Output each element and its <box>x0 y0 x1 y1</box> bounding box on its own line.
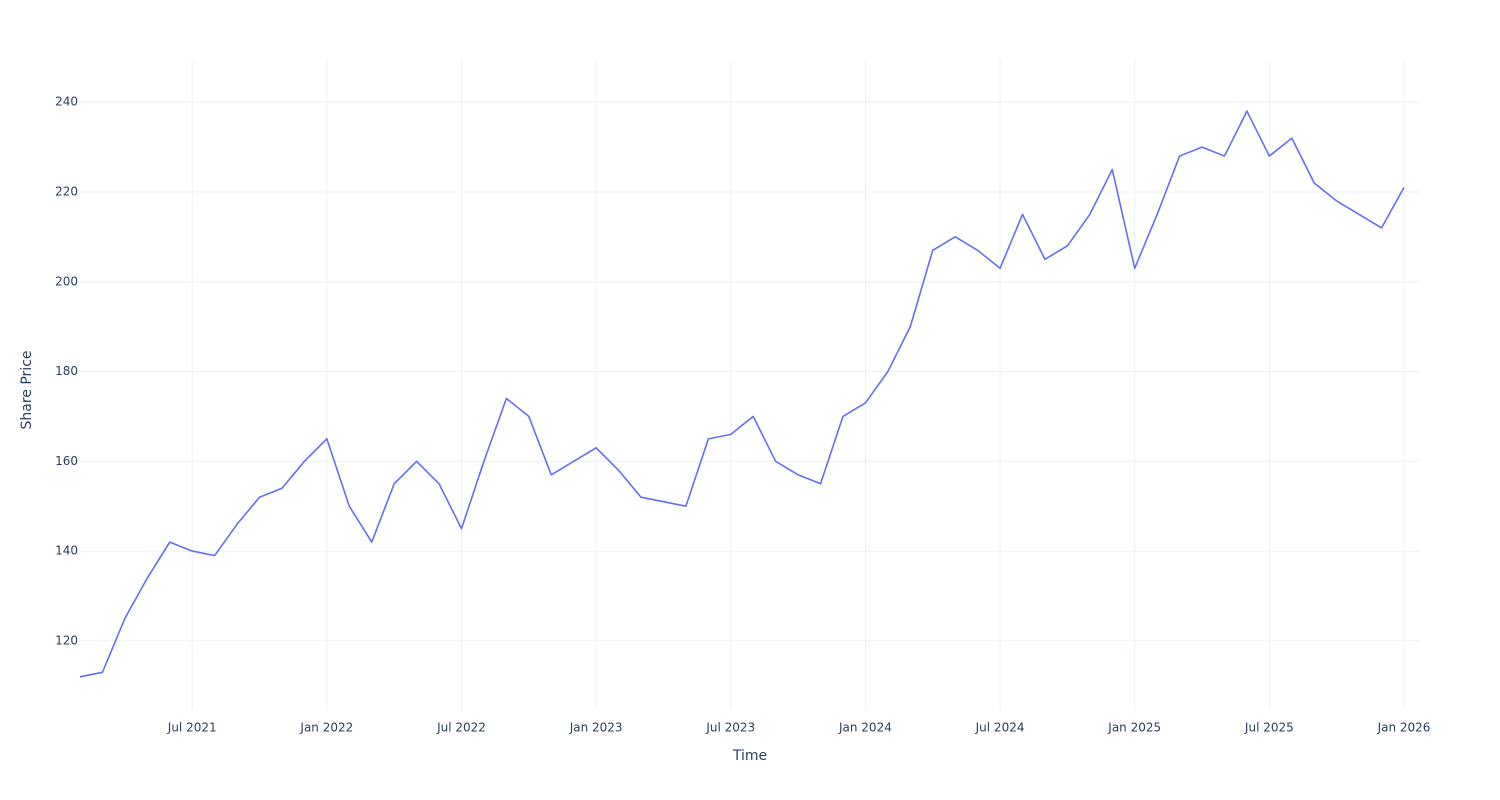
x-tick-label: Jan 2022 <box>299 721 353 735</box>
x-tick-label: Jan 2025 <box>1107 721 1161 735</box>
y-tick-label: 180 <box>55 364 78 378</box>
x-tick-label: Jul 2021 <box>167 721 217 735</box>
x-tick-label: Jan 2026 <box>1377 721 1431 735</box>
x-tick-label: Jul 2025 <box>1244 721 1294 735</box>
price-line <box>79 110 1405 678</box>
y-tick-label: 220 <box>55 184 78 198</box>
y-tick-label: 140 <box>55 544 78 558</box>
y-tick-label: 240 <box>55 95 78 109</box>
x-tick-label: Jan 2024 <box>838 721 892 735</box>
y-tick-label: 200 <box>55 274 78 288</box>
x-tick-label: Jul 2024 <box>975 721 1025 735</box>
x-tick-label: Jan 2023 <box>569 721 623 735</box>
y-tick-label: 120 <box>55 633 78 647</box>
x-tick-label: Jul 2023 <box>705 721 755 735</box>
y-tick-label: 160 <box>55 454 78 468</box>
y-axis-title: Share Price <box>19 350 35 429</box>
x-tick-label: Jul 2022 <box>436 721 486 735</box>
x-axis-title: Time <box>732 748 767 764</box>
